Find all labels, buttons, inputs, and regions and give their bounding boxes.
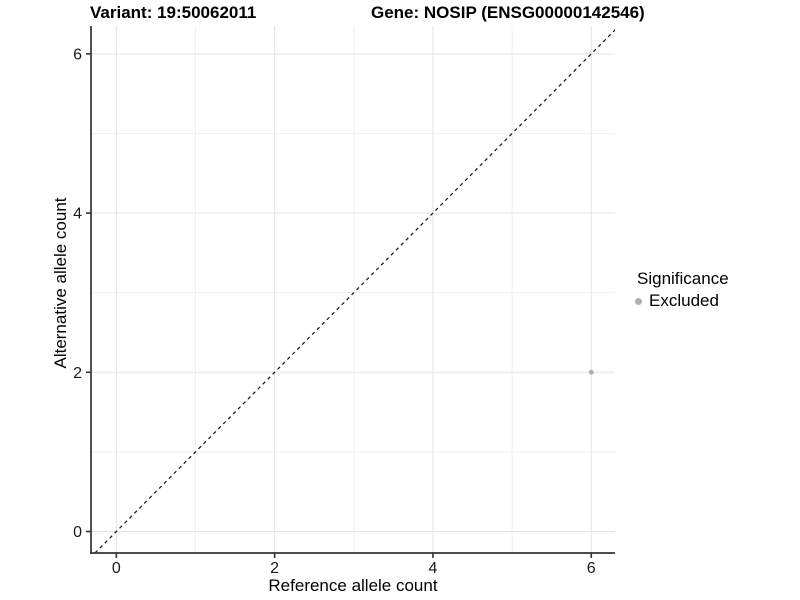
- legend-item: Excluded: [630, 291, 729, 311]
- plot-title-variant: Variant: 19:50062011: [90, 3, 257, 22]
- legend-item-label: Excluded: [649, 291, 719, 310]
- x-tick-label: 6: [587, 560, 596, 577]
- y-tick-label: 0: [73, 524, 82, 541]
- y-axis-title: Alternative allele count: [51, 197, 70, 369]
- y-tick-label: 2: [73, 365, 82, 382]
- plot-title-gene: Gene: NOSIP (ENSG00000142546): [371, 3, 645, 22]
- x-axis-title: Reference allele count: [268, 576, 438, 595]
- legend-title: Significance: [637, 269, 729, 288]
- x-tick-label: 4: [428, 560, 437, 577]
- x-tick-label: 0: [112, 560, 121, 577]
- identity-line: [94, 29, 615, 553]
- data-point: [588, 369, 594, 375]
- legend-items: Excluded: [630, 291, 729, 311]
- y-tick-label: 4: [73, 206, 82, 223]
- y-tick-label: 6: [73, 46, 82, 63]
- legend: Significance Excluded: [630, 269, 729, 311]
- x-tick-label: 2: [270, 560, 279, 577]
- legend-key-dot-icon: [635, 297, 642, 305]
